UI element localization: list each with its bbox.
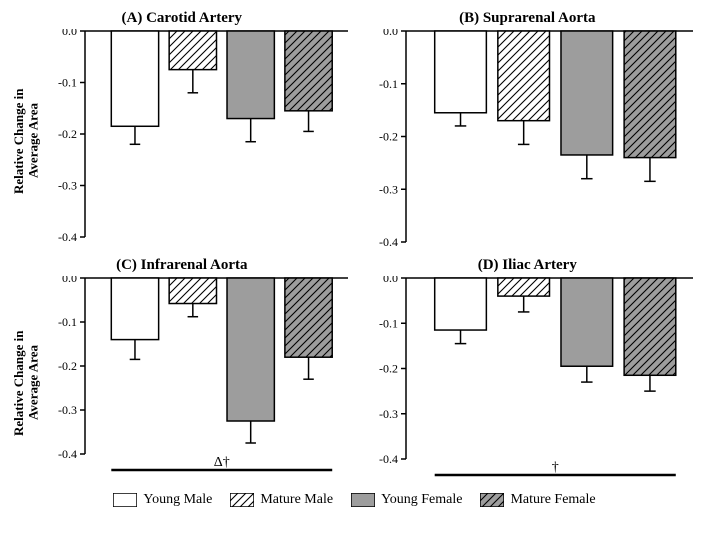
svg-text:0.0: 0.0 [383,276,398,285]
plot-c: 0.0 -0.1 -0.2 -0.3 -0.4 Δ† [43,276,354,490]
legend-item-mature_female: Mature Female [480,492,595,508]
bar-mature_male [169,31,216,70]
svg-text:-0.2: -0.2 [379,362,398,376]
svg-text:-0.2: -0.2 [58,127,77,141]
svg-text:-0.1: -0.1 [379,77,398,91]
svg-text:†: † [551,460,558,475]
bar-young_female [227,31,274,119]
legend-label-young_male: Young Male [143,492,212,508]
bar-young_male [434,278,486,330]
panel-c-title: (C) Infrarenal Aorta [10,257,354,276]
plot-svg: 0.0 -0.1 -0.2 -0.3 -0.4 [43,29,354,243]
plot-a: 0.0 -0.1 -0.2 -0.3 -0.4 [43,29,354,253]
panels-grid: (A) Carotid Artery Relative Change inAve… [10,10,699,480]
bar-mature_female [624,278,676,375]
panel-c: (C) Infrarenal Aorta Relative Change inA… [10,257,354,490]
ylabel-c: Relative Change inAverage Area [10,276,43,490]
bar-mature_male [169,278,216,304]
panel-d-title: (D) Iliac Artery [356,257,699,276]
svg-text:-0.2: -0.2 [58,359,77,373]
ylabel-b [356,29,364,253]
bar-young_female [561,278,613,366]
bar-mature_male [497,278,549,296]
bar-mature_female [284,31,331,111]
plot-svg: 0.0 -0.1 -0.2 -0.3 -0.4 Δ† [43,276,354,480]
plot-b: 0.0 -0.1 -0.2 -0.3 -0.4 [364,29,699,253]
svg-text:-0.3: -0.3 [379,407,398,421]
panel-a: (A) Carotid Artery Relative Change inAve… [10,10,354,253]
legend-label-mature_male: Mature Male [260,492,333,508]
svg-text:-0.3: -0.3 [58,403,77,417]
svg-text:-0.1: -0.1 [379,316,398,330]
legend-item-young_male: Young Male [113,492,212,508]
svg-text:-0.3: -0.3 [58,179,77,193]
panel-d: (D) Iliac Artery 0.0 -0.1 -0.2 -0.3 -0.4 † [356,257,699,490]
legend-label-young_female: Young Female [381,492,462,508]
svg-text:0.0: 0.0 [383,29,398,38]
bar-young_female [561,31,613,155]
panel-b: (B) Suprarenal Aorta 0.0 -0.1 -0.2 -0.3 -0.4 [356,10,699,253]
bar-mature_female [284,278,331,357]
legend-item-mature_male: Mature Male [230,492,333,508]
svg-text:0.0: 0.0 [62,29,77,38]
svg-text:-0.4: -0.4 [58,447,77,461]
bar-young_male [111,31,158,126]
svg-text:-0.4: -0.4 [379,235,398,248]
svg-text:-0.1: -0.1 [58,76,77,90]
ylabel-d [356,276,364,490]
plot-svg: 0.0 -0.1 -0.2 -0.3 -0.4 † [364,276,699,485]
panel-b-title: (B) Suprarenal Aorta [356,10,699,29]
svg-text:-0.1: -0.1 [58,315,77,329]
svg-text:-0.2: -0.2 [379,130,398,144]
svg-text:Δ†: Δ† [213,455,229,470]
legend-item-young_female: Young Female [351,492,462,508]
bar-young_male [111,278,158,340]
bar-mature_female [624,31,676,158]
svg-text:0.0: 0.0 [62,276,77,285]
plot-d: 0.0 -0.1 -0.2 -0.3 -0.4 † [364,276,699,490]
svg-text:-0.4: -0.4 [58,230,77,243]
bar-mature_male [497,31,549,121]
legend-label-mature_female: Mature Female [510,492,595,508]
svg-text:-0.4: -0.4 [379,452,398,466]
ylabel-a: Relative Change inAverage Area [10,29,43,253]
bar-young_male [434,31,486,113]
svg-text:-0.3: -0.3 [379,182,398,196]
plot-svg: 0.0 -0.1 -0.2 -0.3 -0.4 [364,29,699,248]
figure: (A) Carotid Artery Relative Change inAve… [10,10,699,541]
bar-young_female [227,278,274,421]
panel-a-title: (A) Carotid Artery [10,10,354,29]
